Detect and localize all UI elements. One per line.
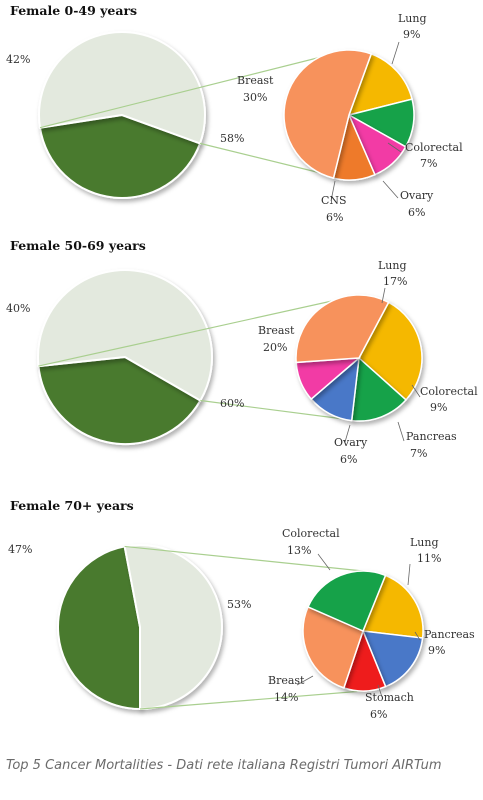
connector-line-bottom: [200, 399, 360, 422]
detail-value-lung: 9%: [403, 28, 420, 41]
detail-slice-lung: [361, 574, 424, 639]
pie-of-pie-chart-50-69: 40% 60% Lung 17% Colorectal 9% Pancreas 7% Ovary…: [6, 259, 478, 466]
chart-title-50-69: Female 50-69 years: [10, 238, 146, 253]
detail-value-lung: 11%: [417, 552, 441, 565]
detail-label-cns: CNS: [321, 194, 347, 207]
connector-line-bottom: [139, 690, 364, 710]
main-slice-label-0: 40%: [6, 302, 30, 315]
detail-slice-colorectal: [307, 570, 387, 632]
leader-line-stomach: [377, 684, 383, 698]
detail-value-breast: 14%: [274, 691, 298, 704]
detail-value-stomach: 6%: [370, 708, 387, 721]
detail-value-ovary: 6%: [408, 206, 425, 219]
detail-label-colorectal: Colorectal: [420, 385, 478, 398]
detail-label-lung: Lung: [378, 259, 407, 272]
pie-of-pie-chart-70-plus: 47% 53% Lung 11% Pancreas 9% Stomach 6% Breast 14…: [8, 527, 475, 721]
main-slice-top5-cancers: [38, 31, 206, 145]
detail-label-colorectal: Colorectal: [405, 141, 463, 154]
chart-title-70-plus: Female 70+ years: [10, 498, 134, 513]
main-slice-top5-cancers: [37, 269, 213, 402]
detail-value-ovary: 6%: [340, 453, 357, 466]
detail-label-breast: Breast: [237, 74, 274, 87]
main-slice-other-causes: [37, 355, 202, 445]
leader-line-lung: [391, 41, 400, 65]
connector-line-top: [39, 49, 350, 129]
detail-label-ovary: Ovary: [400, 189, 434, 202]
leader-line-cns: [330, 180, 336, 202]
leader-line-ovary: [382, 180, 399, 199]
main-slice-other-causes: [38, 113, 202, 199]
detail-label-lung: Lung: [398, 12, 427, 25]
main-slice-label-0: 47%: [8, 543, 32, 556]
main-slice-label-1: 58%: [220, 132, 244, 145]
detail-value-cns: 6%: [326, 211, 343, 224]
detail-label-stomach: Stomach: [365, 691, 414, 704]
main-slice-other-causes: [57, 545, 141, 711]
leader-line-colorectal: [317, 553, 331, 571]
detail-slice-lung: [358, 301, 423, 401]
leader-line-colorectal: [387, 142, 402, 153]
leader-line-ovary: [344, 424, 351, 443]
main-slice-label-0: 42%: [6, 53, 30, 66]
detail-value-pancreas: 7%: [410, 447, 427, 460]
detail-value-colorectal: 13%: [287, 544, 311, 557]
connector-line-top: [38, 294, 360, 367]
detail-slice-breast: [302, 605, 364, 689]
pie-of-pie-chart-0-49: 42% 58% Lung 9% Colorectal 7% Ovary 6% CNS 6% Brea…: [6, 12, 463, 224]
chart-title-0-49: Female 0-49 years: [10, 3, 138, 18]
main-slice-label-1: 53%: [227, 598, 251, 611]
detail-slice-breast: [295, 294, 390, 364]
detail-slice-colorectal: [350, 356, 408, 422]
detail-label-lung: Lung: [410, 536, 439, 549]
source-caption: Top 5 Cancer Mortalities - Dati rete ita…: [6, 758, 442, 773]
leader-line-pancreas: [397, 421, 405, 442]
detail-label-breast: Breast: [258, 324, 295, 337]
leader-line-breast: [296, 675, 314, 686]
connector-line-top: [124, 545, 364, 572]
detail-slice-lung: [347, 52, 413, 117]
detail-label-breast: Breast: [268, 674, 305, 687]
detail-value-breast: 20%: [263, 341, 287, 354]
detail-value-colorectal: 7%: [420, 157, 437, 170]
main-slice-label-1: 60%: [220, 397, 244, 410]
main-slice-top5-cancers: [123, 544, 223, 711]
detail-value-lung: 17%: [383, 275, 407, 288]
leader-line-lung: [381, 287, 386, 304]
detail-label-pancreas: Pancreas: [424, 628, 475, 641]
detail-label-pancreas: Pancreas: [406, 430, 457, 443]
detail-label-ovary: Ovary: [334, 436, 368, 449]
leader-line-pancreas: [414, 631, 421, 641]
detail-label-colorectal: Colorectal: [282, 527, 340, 540]
detail-value-breast: 30%: [243, 91, 267, 104]
leader-line-lung: [407, 563, 411, 586]
detail-value-colorectal: 9%: [430, 401, 447, 414]
detail-value-pancreas: 9%: [428, 644, 445, 657]
leader-line-colorectal: [411, 384, 421, 398]
detail-slice-pancreas: [361, 630, 424, 688]
detail-slice-breast: [283, 49, 373, 180]
